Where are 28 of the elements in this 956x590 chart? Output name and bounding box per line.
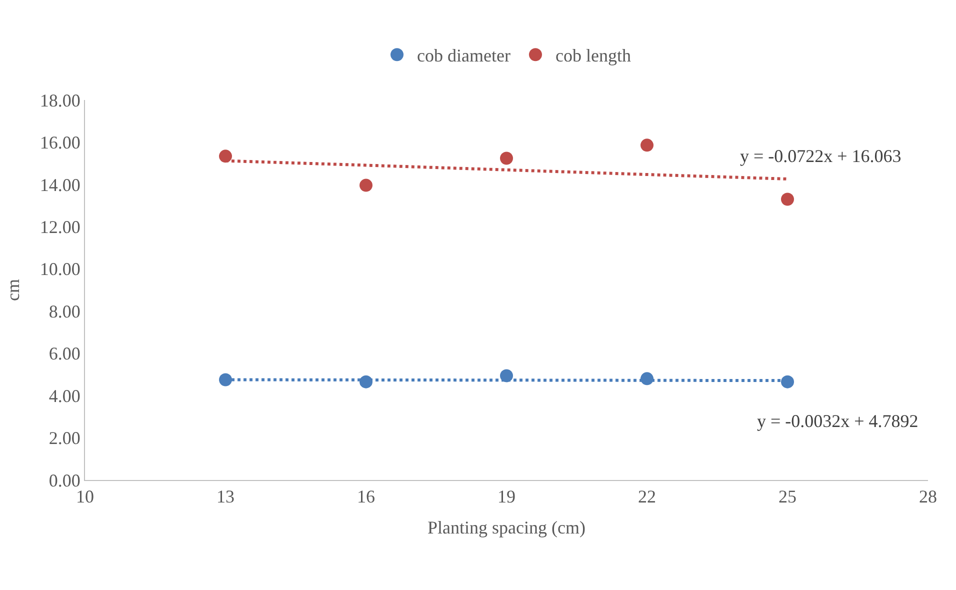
y-tick-label: 4.00 [48, 386, 80, 406]
point [781, 192, 794, 206]
y-tick-label: 14.00 [40, 174, 80, 195]
x-tick-label: 16 [357, 486, 375, 507]
y-tick-label: 10.00 [40, 259, 80, 280]
y-tick-label: 2.00 [48, 428, 80, 448]
y-axis-title: cm [3, 279, 24, 301]
point [640, 138, 654, 152]
point [360, 178, 372, 192]
point [500, 152, 513, 165]
x-tick-label: 22 [638, 486, 656, 507]
point [219, 150, 232, 163]
legend-label: cob length [555, 46, 631, 66]
x-axis-title: Planting spacing (cm) [428, 518, 586, 538]
x-tick-label: 19 [498, 486, 516, 507]
annotation: y = -0.0032x + 4.7892 [757, 411, 918, 431]
legend-label: cob diameter [417, 46, 510, 66]
y-tick-label: 8.00 [48, 301, 80, 322]
y-tick-label: 18.00 [40, 90, 80, 110]
point [781, 375, 794, 388]
y-tick-label: 16.00 [40, 132, 80, 153]
point [219, 373, 232, 386]
annotation: y = -0.0722x + 16.063 [740, 146, 902, 166]
x-tick-label: 28 [919, 486, 937, 507]
y-tick-label: 12.00 [40, 216, 80, 237]
y-tick-label: 6.00 [48, 344, 80, 364]
x-tick-label: 25 [778, 486, 796, 507]
x-tick-label: 13 [216, 486, 234, 507]
